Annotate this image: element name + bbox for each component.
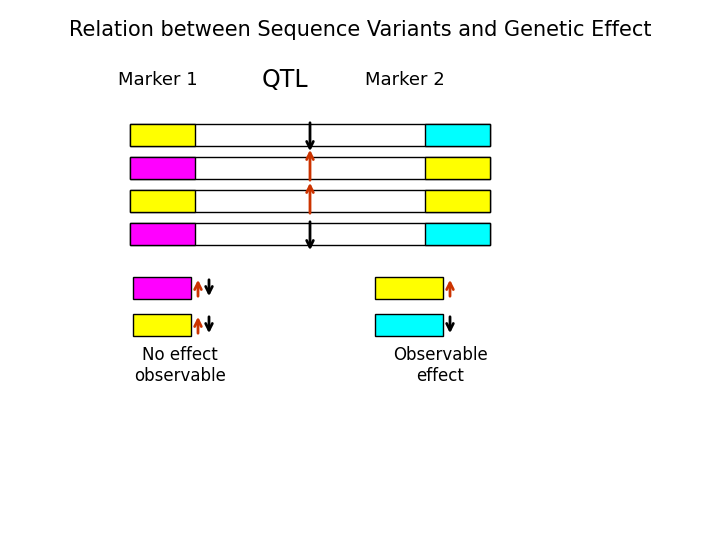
- Text: Marker 1: Marker 1: [118, 71, 198, 89]
- Bar: [425, 157, 490, 179]
- Bar: [130, 124, 490, 146]
- Bar: [130, 223, 195, 245]
- Bar: [130, 190, 195, 212]
- Bar: [133, 277, 191, 299]
- Text: effect: effect: [416, 367, 464, 385]
- Text: Observable: Observable: [392, 346, 487, 364]
- Text: Relation between Sequence Variants and Genetic Effect: Relation between Sequence Variants and G…: [68, 20, 652, 40]
- Bar: [130, 124, 195, 146]
- Bar: [130, 223, 490, 245]
- Bar: [133, 314, 191, 336]
- Bar: [130, 190, 490, 212]
- Bar: [375, 277, 443, 299]
- Text: No effect: No effect: [142, 346, 218, 364]
- Text: Marker 2: Marker 2: [365, 71, 445, 89]
- Bar: [425, 124, 490, 146]
- Bar: [375, 314, 443, 336]
- Bar: [425, 190, 490, 212]
- Text: QTL: QTL: [261, 68, 308, 92]
- Bar: [425, 223, 490, 245]
- Bar: [130, 157, 195, 179]
- Bar: [130, 157, 490, 179]
- Text: observable: observable: [134, 367, 226, 385]
